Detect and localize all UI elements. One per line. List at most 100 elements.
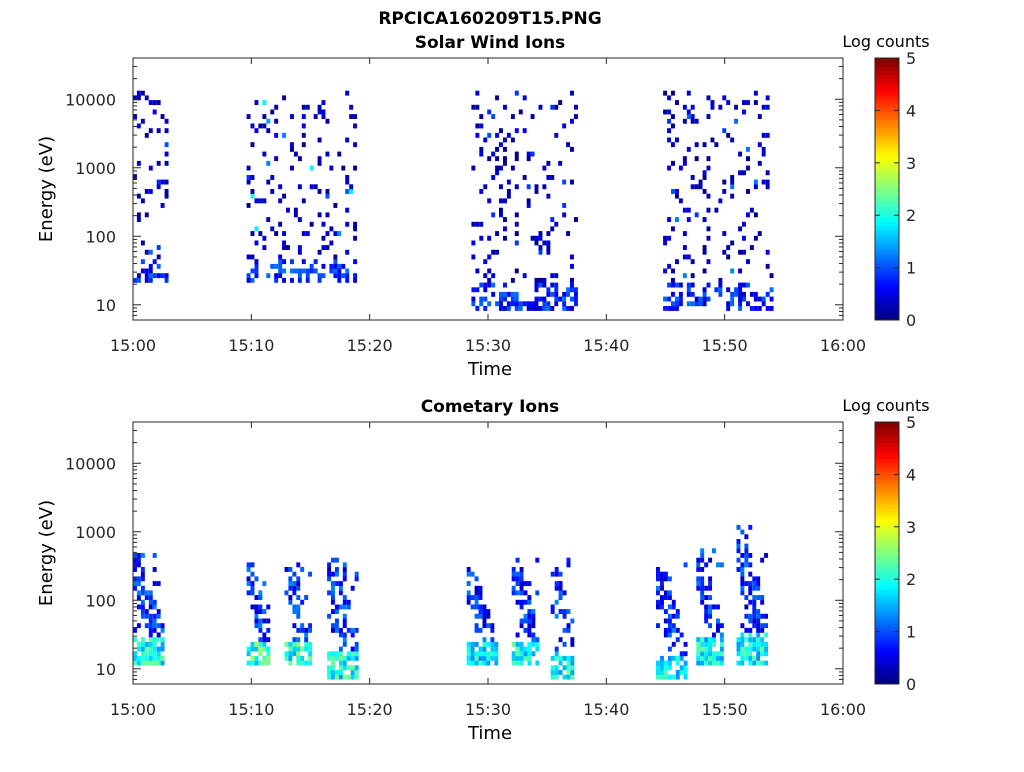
data-cell (282, 245, 287, 251)
data-cell (301, 259, 306, 265)
data-cell (342, 562, 347, 568)
data-cell (663, 90, 668, 96)
data-cell (148, 655, 153, 661)
data-cell (160, 623, 165, 629)
data-cell (140, 576, 145, 582)
data-cell (696, 581, 701, 587)
colorbar-swatch (875, 479, 899, 484)
data-cell (722, 249, 727, 255)
data-cell (345, 90, 350, 96)
data-cell (274, 104, 279, 110)
data-cell (471, 296, 476, 302)
data-cell (144, 613, 149, 619)
data-cell (730, 175, 735, 180)
data-cell (748, 581, 753, 587)
data-cell (554, 291, 559, 297)
data-cell (325, 151, 330, 157)
data-cell (353, 235, 358, 241)
data-cell (490, 627, 495, 633)
data-cell (566, 674, 571, 680)
data-cell (554, 599, 559, 605)
data-cell (292, 637, 297, 643)
data-cell (282, 193, 287, 199)
data-cell (133, 576, 137, 582)
data-cell (704, 613, 709, 619)
data-cell (292, 641, 297, 647)
data-cell (506, 193, 511, 199)
data-cell (136, 273, 141, 279)
data-cell (254, 660, 259, 666)
data-cell (338, 585, 343, 591)
data-cell (714, 142, 719, 148)
data-cell (148, 632, 153, 638)
data-cell (293, 151, 298, 157)
data-cell (164, 142, 169, 148)
data-cell (317, 212, 322, 218)
data-cell (744, 637, 749, 643)
data-cell (296, 613, 301, 619)
data-cell (304, 646, 309, 652)
data-cell (719, 562, 724, 568)
data-cell (345, 268, 350, 274)
data-cell (708, 646, 713, 652)
data-cell (164, 179, 169, 185)
data-cell (764, 660, 769, 666)
data-cell (663, 571, 668, 577)
data-cell (765, 291, 770, 297)
data-cell (534, 189, 539, 194)
data-cell (726, 245, 731, 251)
data-cell (466, 590, 471, 596)
data-cell (744, 557, 749, 563)
colorbar-frame (874, 421, 900, 685)
data-cell (554, 567, 559, 572)
colorbar-swatch (875, 454, 899, 460)
data-cell (744, 646, 749, 652)
data-cell (753, 184, 758, 190)
data-cell (671, 114, 675, 120)
colorbar-swatch (875, 614, 899, 619)
data-cell (514, 151, 519, 157)
data-cell (144, 277, 149, 283)
data-cell (341, 263, 346, 269)
data-cell (479, 282, 484, 288)
data-cell (297, 245, 302, 251)
colorbar-swatch (875, 156, 899, 161)
data-cell (164, 128, 169, 134)
data-cell (756, 623, 761, 629)
data-cell (656, 660, 660, 666)
data-cell (765, 179, 770, 185)
data-cell (530, 301, 535, 307)
data-cell (258, 609, 263, 615)
data-cell (297, 273, 302, 279)
data-cell (511, 576, 516, 582)
data-cell (694, 301, 699, 307)
data-cell (738, 249, 743, 255)
data-cell (522, 175, 527, 180)
data-cell (748, 590, 753, 596)
data-cell (160, 655, 165, 661)
data-cell (671, 306, 675, 311)
data-cell (706, 207, 711, 213)
data-cell (769, 296, 774, 302)
data-cell (740, 660, 745, 666)
data-cell (246, 165, 251, 171)
colorbar-swatch (875, 148, 899, 153)
data-cell (335, 651, 339, 657)
data-cell (535, 637, 540, 643)
data-cell (530, 306, 535, 311)
colorbar-tick-label: 5 (906, 49, 916, 68)
data-cell (523, 581, 528, 587)
data-cell (494, 651, 499, 657)
data-cell (152, 567, 157, 572)
data-cell (274, 156, 279, 162)
data-cell (300, 567, 305, 572)
data-cell (740, 655, 745, 661)
data-cell (495, 156, 500, 162)
data-cell (748, 632, 753, 638)
data-cell (140, 571, 145, 577)
data-cell (140, 259, 145, 265)
data-cell (690, 291, 695, 297)
colorbar-swatch (875, 283, 899, 288)
data-cell (274, 263, 279, 269)
